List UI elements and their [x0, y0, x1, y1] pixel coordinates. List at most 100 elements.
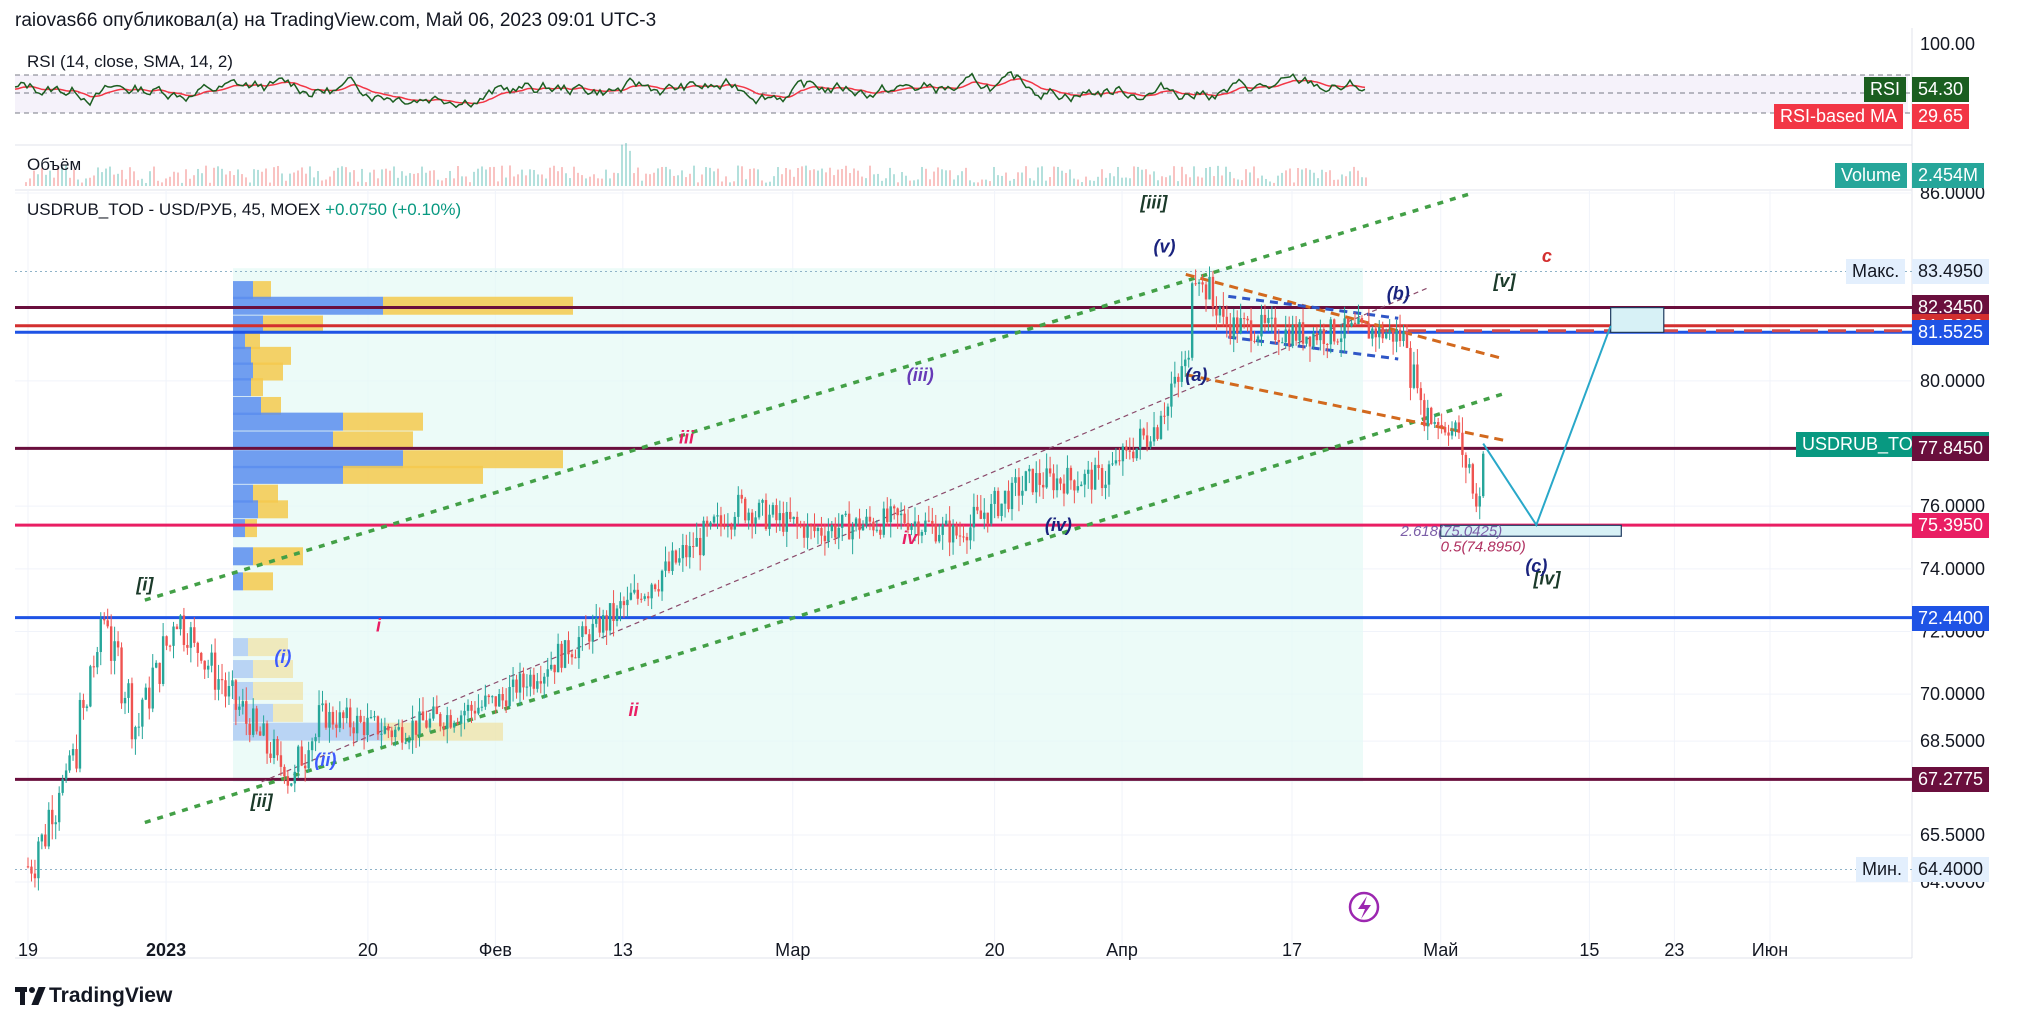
volume-tag-name: Volume [1835, 163, 1908, 188]
volume-bar [889, 167, 891, 186]
volume-bar [421, 166, 423, 186]
volume-bar [997, 175, 999, 186]
candle [906, 509, 910, 534]
candle [553, 664, 556, 684]
candle [1035, 461, 1038, 504]
volume-bar [1257, 178, 1259, 186]
candle [1166, 403, 1170, 431]
volume-bar [701, 174, 703, 186]
brand[interactable]: TradingView [15, 984, 172, 1008]
profile-bar-down [245, 331, 260, 350]
candle [695, 522, 698, 547]
candle [1090, 462, 1093, 504]
candle [768, 504, 771, 536]
profile-bar-down [261, 396, 281, 415]
volume-bar [1233, 178, 1235, 186]
volume-bar [389, 170, 391, 186]
candle [792, 516, 795, 525]
volume-bar [353, 170, 355, 186]
candle [757, 499, 761, 520]
volume-bar [329, 176, 331, 186]
volume-bar [1305, 168, 1307, 186]
candle [1059, 477, 1062, 491]
volume-bar [337, 167, 339, 186]
volume-bar [901, 172, 903, 186]
volume-bar [605, 169, 607, 186]
volume-bar [809, 170, 811, 186]
candle [1097, 450, 1100, 480]
volume-bar [349, 172, 351, 186]
candle [705, 516, 709, 537]
volume-bar [393, 166, 395, 186]
candle [664, 546, 667, 578]
volume-bar [297, 170, 299, 186]
volume-bar [709, 167, 711, 186]
candle [1443, 421, 1447, 436]
volume-bar [29, 178, 31, 186]
volume-bar [669, 169, 671, 186]
volume-bar [841, 169, 843, 186]
candle [407, 735, 411, 750]
candle [622, 596, 626, 618]
candle [955, 521, 958, 540]
volume-bar [653, 172, 655, 186]
volume-bar [1361, 177, 1363, 186]
volume-bar [857, 170, 859, 186]
candle [1236, 310, 1239, 344]
volume-bar [417, 173, 419, 186]
candle [397, 719, 400, 732]
rsi-tag-value: 29.65 [1912, 104, 1970, 129]
candle [137, 712, 141, 737]
candle [778, 500, 782, 532]
flash-icon[interactable] [1348, 891, 1380, 923]
candle [1357, 304, 1360, 325]
volume-bar [93, 175, 95, 186]
volume-bar [593, 174, 595, 186]
volume-bar [697, 182, 699, 186]
candle [1409, 341, 1412, 401]
volume-bar [925, 168, 927, 186]
candle [570, 650, 574, 665]
time-tick-label: Июн [1752, 940, 1788, 960]
volume-bar [821, 168, 823, 186]
volume-bar [1317, 178, 1319, 186]
candle [220, 663, 224, 695]
volume-bar [961, 171, 963, 186]
volume-bar [249, 182, 251, 186]
volume-bar [921, 166, 923, 186]
candle [345, 697, 348, 724]
candle [1066, 455, 1069, 495]
candle [962, 524, 965, 543]
candle [802, 521, 806, 548]
volume-bar [357, 181, 359, 186]
candle [744, 496, 747, 524]
candle [716, 502, 719, 530]
volume-bar [1149, 174, 1151, 186]
candle [189, 621, 193, 663]
volume-bar [1157, 180, 1159, 186]
candle [276, 736, 279, 761]
candle [255, 705, 258, 735]
volume-bar [733, 181, 735, 186]
volume-bar [801, 166, 803, 186]
volume-bar [1265, 178, 1267, 186]
wave-label: iii [679, 428, 695, 448]
candle [103, 612, 106, 625]
profile-bar-up [233, 465, 343, 484]
volume-bar [1205, 168, 1207, 186]
profile-bar-up [233, 484, 253, 503]
volume-bar [1193, 166, 1195, 186]
volume-bar [265, 168, 267, 186]
candle [996, 487, 1000, 519]
candle [640, 593, 643, 603]
volume-bar [705, 167, 707, 186]
volume-bar [533, 169, 535, 186]
candle [314, 733, 317, 752]
volume-bar [1349, 171, 1351, 186]
volume-bar [405, 175, 407, 186]
volume-bar [385, 168, 387, 186]
volume-bar [1173, 166, 1175, 186]
volume-bar [1321, 169, 1323, 186]
candle [487, 693, 491, 705]
volume-bar [781, 174, 783, 186]
